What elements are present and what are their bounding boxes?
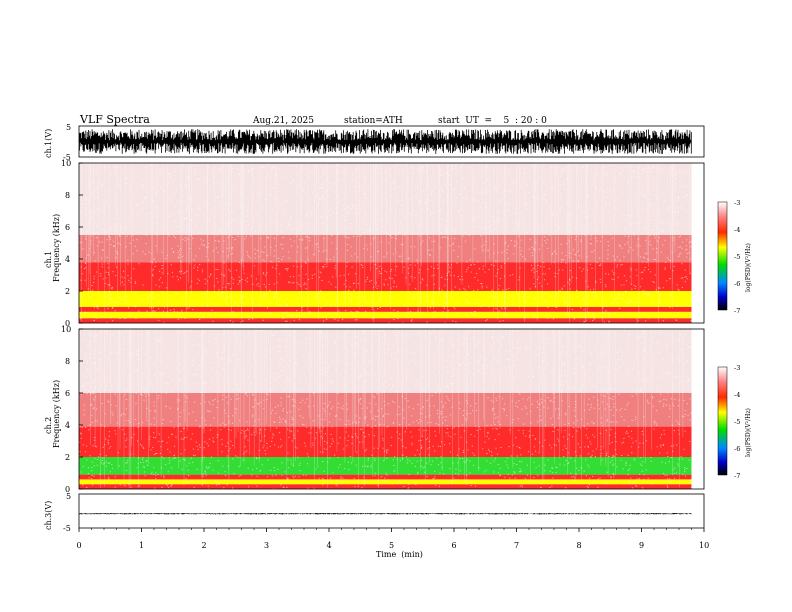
colorbar-tick-label: -3 [734,364,740,372]
ch2-colorbar: -3 -4 -5 -6 -7 log(PSD)(V²/Hz) [717,364,752,480]
spectrogram-streaks [90,329,684,489]
ch1-spectrogram-image [79,162,693,324]
colorbar-label: log(PSD)(V²/Hz) [745,243,752,292]
ch2-spectrogram-ylabel-line1: ch.2 [44,417,53,434]
x-tick-label: 8 [577,541,582,550]
ch1-ytick-top: 5 [66,123,71,132]
spectrogram-band [79,479,692,485]
ch2-spectrogram-ylabel: ch.2 Frequency (kHz) [44,380,61,448]
spectrogram-band [79,457,692,475]
spectrogram-band [79,262,692,291]
x-tick-label: 1 [139,541,144,550]
spectrogram-band [79,474,692,480]
ch1-wave-path [79,129,692,154]
x-tick-label: 5 [389,541,394,550]
spectrogram-band [79,318,692,323]
ch1-colorbar: -3 -4 -5 -6 -7 log(PSD)(V²/Hz) [717,199,752,315]
figure-date: Aug.21, 2025 [252,116,314,126]
spectrogram-band [79,426,692,457]
spectrogram-ytick-label: 8 [65,357,70,366]
colorbar-tick-label: -5 [734,418,740,426]
ch3-ytick-bottom: -5 [63,524,71,533]
ch1-spectrogram-ylabel-line2: Frequency (kHz) [52,214,61,282]
ch1-waveform-ylabel: ch.1(V) [44,129,53,158]
spectrogram-ytick-label: 6 [65,389,70,398]
x-tick-label: 7 [514,541,519,550]
colorbar-tick-label: -7 [734,472,740,480]
x-tick-label: 0 [77,541,82,550]
spectrogram-ytick-label: 4 [65,255,70,264]
spectrogram-speckle [79,328,693,490]
ch3-ytick-top: 5 [66,492,71,501]
spectrogram-ytick-label: 10 [61,325,71,334]
spectrogram-band [79,163,692,235]
spectrogram-band [79,307,692,312]
ch1-spectrogram-yticks: 0 2 4 6 8 10 [61,159,83,328]
spectrogram-ytick-label: 2 [65,453,70,462]
ch2-spectrogram-panel: 0 2 4 6 8 10 ch.2 Frequency (kHz) -3 -4 -5 -6 -7 l… [44,325,752,494]
x-tick-label: 3 [264,541,269,550]
colorbar-gradient [717,366,728,476]
ch2-spectrogram-image [79,328,693,490]
ch1-ytick-bottom: -5 [63,153,71,162]
colorbar-tick-label: -3 [734,199,740,207]
spectrogram-ytick-label: 0 [65,319,70,328]
spectrogram-band [79,311,692,319]
colorbar-tick-label: -4 [734,391,740,399]
spectrogram-ytick-label: 2 [65,287,70,296]
time-x-axis: 0 1 2 3 4 5 6 7 8 9 10 [77,528,709,550]
colorbar-gradient [717,201,728,311]
colorbar-tick-label: -5 [734,253,740,261]
colorbar-label: log(PSD)(V²/Hz) [745,408,752,457]
spectrogram-streaks [81,163,691,323]
colorbar-tick-label: -6 [734,280,740,288]
spectrogram-ytick-label: 0 [65,485,70,494]
ch1-waveform-panel: 5 -5 ch.1(V) [44,123,705,162]
x-tick-label: 4 [327,541,332,550]
figure-start-time: start UT = 5 : 20 : 0 [438,116,547,126]
ch1-spectrogram-ylabel: ch.1 Frequency (kHz) [44,214,61,282]
x-tick-label: 9 [639,541,644,550]
spectrogram-band [79,291,692,307]
ch1-spectrogram-ylabel-line1: ch.1 [44,251,53,268]
ch3-waveform-trace [79,513,692,515]
ch1-spectrogram-panel: 0 2 4 6 8 10 ch.1 Frequency (kHz) -3 -4 -5 -6 -7 l… [44,159,752,328]
x-tick-label: 6 [452,541,457,550]
ch3-waveform-ylabel: ch.3(V) [44,501,53,530]
ch2-spectrogram-yticks: 0 2 4 6 8 10 [61,325,83,494]
figure-station: station=ATH [344,116,403,126]
x-axis-label: Time (min) [376,550,423,559]
ch2-spectrogram-ylabel-line2: Frequency (kHz) [52,380,61,448]
colorbar-tick-label: -6 [734,445,740,453]
spectrogram-ytick-label: 8 [65,191,70,200]
figure-title: VLF Spectra [79,113,150,126]
x-tick-label: 2 [202,541,207,550]
spectrogram-speckle [79,162,693,324]
spectrogram-ytick-label: 10 [61,159,71,168]
ch1-waveform-trace [79,129,692,154]
spectrogram-band [79,329,692,393]
ch3-waveform-panel: 5 -5 ch.3(V) 0 1 2 3 4 5 6 7 8 9 10 Time (min) [44,492,709,559]
ch3-wave-path [79,513,692,515]
colorbar-tick-label: -7 [734,307,740,315]
spectrogram-ytick-label: 6 [65,223,70,232]
spectrogram-band [79,484,692,489]
x-tick-label: 10 [699,541,709,550]
spectrogram-ytick-label: 4 [65,421,70,430]
colorbar-tick-label: -4 [734,226,740,234]
